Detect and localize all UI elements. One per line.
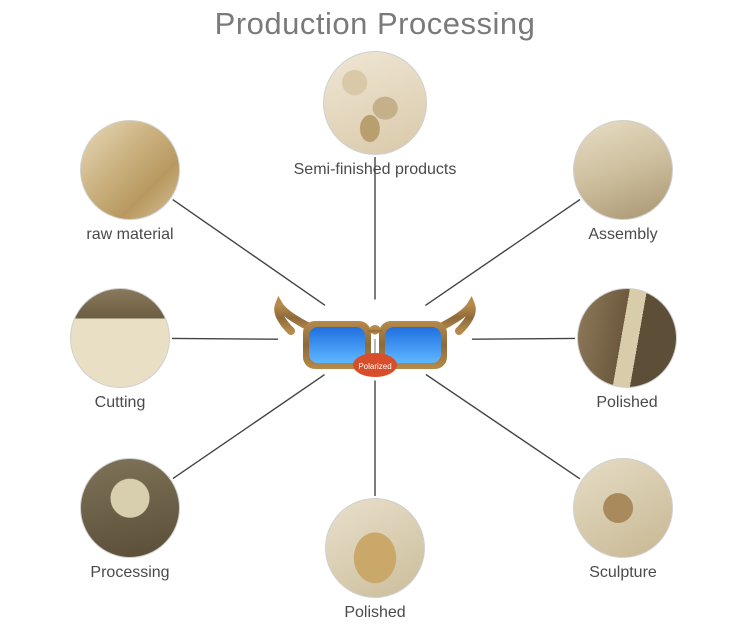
page-title: Production Processing	[0, 6, 750, 42]
node-cutting: Cutting	[30, 288, 210, 412]
node-polishr: Polished	[537, 288, 717, 412]
sunglasses-icon: Polarized	[273, 295, 477, 385]
node-sculpt: Sculpture	[533, 458, 713, 582]
node-process-label: Processing	[40, 564, 220, 582]
node-semi: Semi-finished products	[285, 51, 465, 179]
node-polishr-label: Polished	[537, 394, 717, 412]
node-raw-label: raw material	[40, 226, 220, 244]
node-polishb-image	[325, 498, 425, 598]
node-polishb: Polished	[285, 498, 465, 622]
node-process: Processing	[40, 458, 220, 582]
node-assembly-label: Assembly	[533, 226, 713, 244]
center-product: Polarized	[273, 295, 477, 385]
node-process-image	[80, 458, 180, 558]
node-semi-label: Semi-finished products	[285, 161, 465, 179]
node-cutting-image	[70, 288, 170, 388]
node-semi-image	[323, 51, 427, 155]
node-polishb-label: Polished	[285, 604, 465, 622]
node-assembly-image	[573, 120, 673, 220]
svg-text:Polarized: Polarized	[358, 362, 391, 371]
node-raw: raw material	[40, 120, 220, 244]
node-assembly: Assembly	[533, 120, 713, 244]
node-cutting-label: Cutting	[30, 394, 210, 412]
node-sculpt-image	[573, 458, 673, 558]
node-sculpt-label: Sculpture	[533, 564, 713, 582]
node-raw-image	[80, 120, 180, 220]
node-polishr-image	[577, 288, 677, 388]
